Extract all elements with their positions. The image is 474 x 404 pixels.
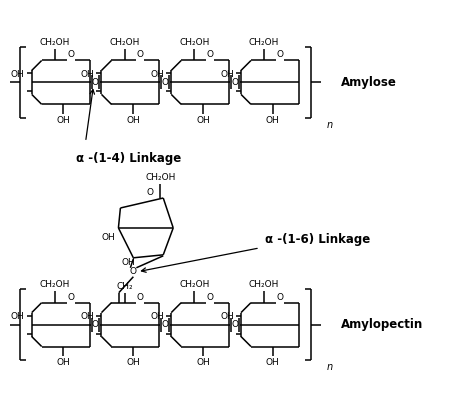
Text: OH: OH: [196, 358, 210, 368]
Text: OH: OH: [266, 116, 280, 125]
Text: OH: OH: [11, 70, 25, 79]
Text: CH₂OH: CH₂OH: [40, 38, 70, 46]
Text: OH: OH: [127, 116, 140, 125]
Text: O: O: [137, 50, 144, 59]
Text: O: O: [130, 267, 137, 276]
Text: O: O: [231, 320, 238, 329]
Text: O: O: [162, 320, 169, 329]
Text: O: O: [162, 78, 169, 87]
Text: O: O: [231, 78, 238, 87]
Text: O: O: [92, 320, 99, 329]
Text: CH₂: CH₂: [116, 282, 133, 291]
Text: α -(1-6) Linkage: α -(1-6) Linkage: [265, 233, 370, 246]
Text: CH₂OH: CH₂OH: [40, 280, 70, 289]
Text: O: O: [67, 292, 74, 302]
Text: α -(1-4) Linkage: α -(1-4) Linkage: [75, 152, 181, 165]
Text: O: O: [146, 188, 153, 197]
Text: OH: OH: [56, 358, 70, 368]
Text: O: O: [207, 292, 214, 302]
Text: n: n: [327, 362, 333, 372]
Text: OH: OH: [196, 116, 210, 125]
Text: CH₂OH: CH₂OH: [179, 38, 210, 46]
Text: O: O: [92, 78, 99, 87]
Text: OH: OH: [11, 312, 25, 322]
Text: OH: OH: [266, 358, 280, 368]
Text: OH: OH: [151, 70, 164, 79]
Text: OH: OH: [81, 312, 94, 322]
Text: CH₂OH: CH₂OH: [249, 38, 279, 46]
Text: O: O: [137, 292, 144, 302]
Text: OH: OH: [220, 312, 234, 322]
Text: OH: OH: [220, 70, 234, 79]
Text: OH: OH: [81, 70, 94, 79]
Text: n: n: [327, 120, 333, 130]
Text: CH₂OH: CH₂OH: [109, 38, 140, 46]
Text: OH: OH: [121, 258, 135, 267]
Text: CH₂OH: CH₂OH: [145, 173, 175, 182]
Text: O: O: [276, 292, 283, 302]
Text: CH₂OH: CH₂OH: [249, 280, 279, 289]
Text: OH: OH: [101, 234, 116, 242]
Text: Amylose: Amylose: [341, 76, 397, 89]
Text: OH: OH: [151, 312, 164, 322]
Text: O: O: [207, 50, 214, 59]
Text: OH: OH: [56, 116, 70, 125]
Text: O: O: [276, 50, 283, 59]
Text: OH: OH: [127, 358, 140, 368]
Text: O: O: [67, 50, 74, 59]
Text: Amylopectin: Amylopectin: [341, 318, 423, 331]
Text: CH₂OH: CH₂OH: [179, 280, 210, 289]
